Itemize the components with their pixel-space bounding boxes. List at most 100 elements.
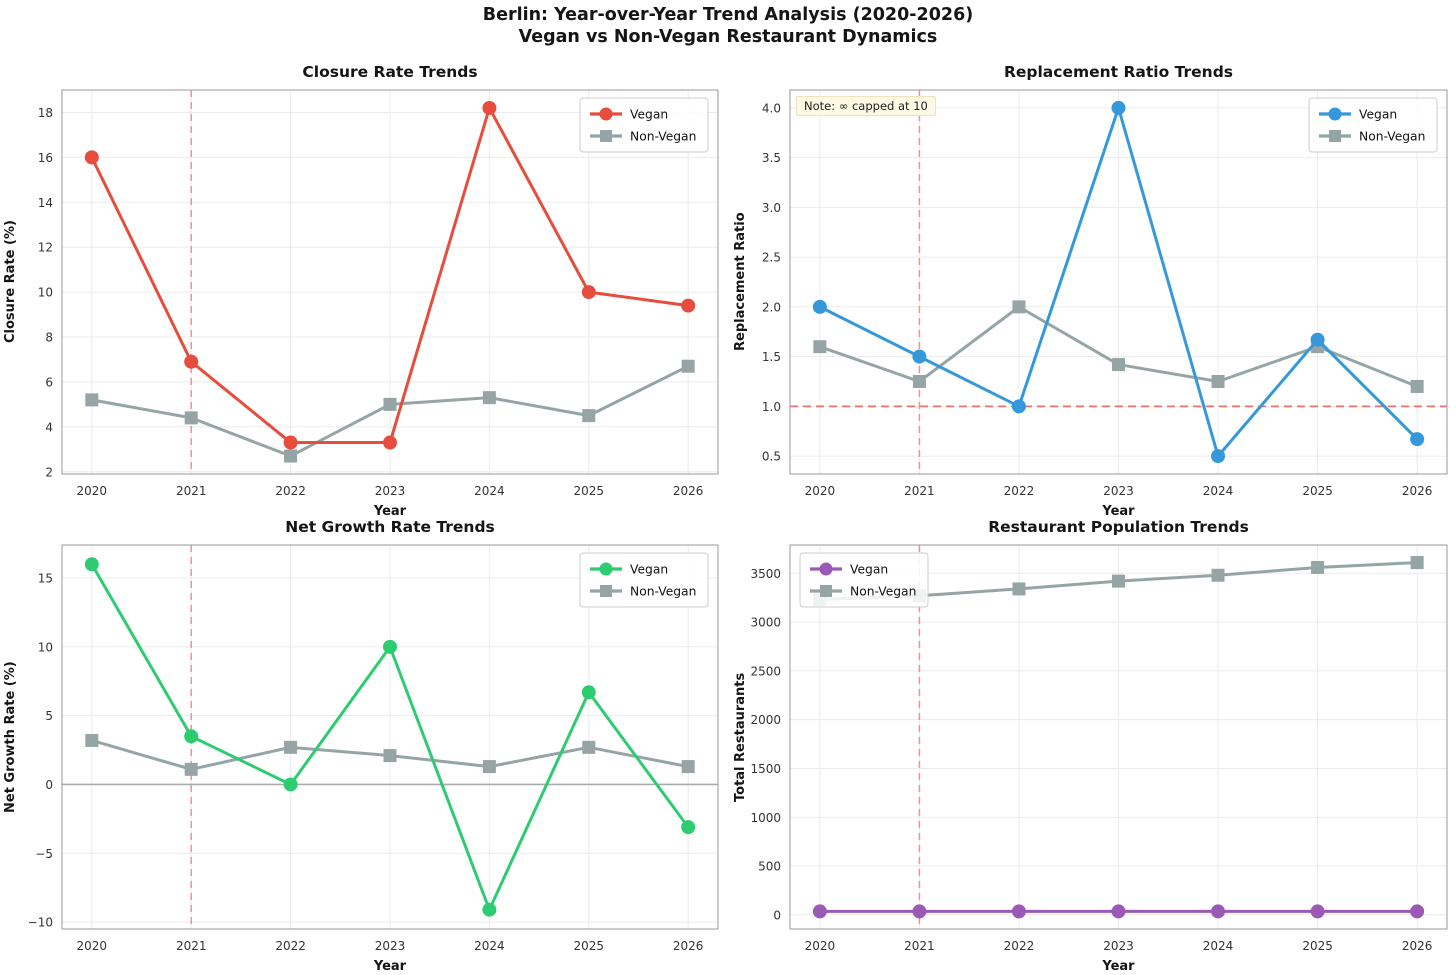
- data-point-marker: [184, 354, 199, 369]
- x-tick-label: 2023: [375, 484, 406, 498]
- legend-label: Non-Vegan: [630, 130, 696, 144]
- data-point-marker: [482, 100, 497, 115]
- y-tick-label: 2000: [750, 713, 781, 727]
- data-point-marker: [1211, 374, 1225, 388]
- x-tick-label: 2021: [176, 939, 207, 953]
- legend-label: Non-Vegan: [850, 585, 916, 599]
- x-tick-label: 2025: [574, 484, 605, 498]
- legend-label: Vegan: [630, 563, 668, 577]
- y-tick-label: 12: [38, 241, 53, 255]
- y-tick-label: 5: [45, 709, 53, 723]
- y-tick-label: 3500: [750, 567, 781, 581]
- data-point-marker: [1211, 449, 1226, 464]
- plot-border: [789, 89, 1448, 475]
- figure-title: Berlin: Year-over-Year Trend Analysis (2…: [0, 4, 1456, 48]
- legend-label: Vegan: [630, 108, 668, 122]
- legend-marker-square: [820, 585, 832, 597]
- data-point-marker: [582, 740, 596, 754]
- note-annotation: Note: ∞ capped at 10: [796, 96, 936, 116]
- x-tick-label: 2024: [1203, 939, 1234, 953]
- x-tick-label: 2022: [1004, 939, 1035, 953]
- data-point-marker: [85, 733, 99, 747]
- data-point-marker: [1011, 904, 1026, 919]
- x-tick-label: 2020: [77, 939, 108, 953]
- legend: Vegan Non-Vegan: [799, 552, 929, 608]
- legend-marker-square: [600, 130, 612, 142]
- data-point-marker: [681, 820, 696, 835]
- y-tick-label: 3000: [750, 616, 781, 630]
- data-point-marker: [383, 639, 397, 654]
- data-point-marker: [1112, 574, 1125, 588]
- data-point-marker: [1410, 556, 1424, 570]
- net-growth-chart: 2020 2021 2022 2023 2024 2025 2026 −10 −5 0 5 10 15 V…: [0, 513, 730, 975]
- data-point-marker: [283, 777, 298, 792]
- data-point-marker: [812, 904, 827, 919]
- legend-marker-circle: [1328, 107, 1342, 121]
- legend-marker-square: [600, 585, 612, 597]
- data-point-marker: [1211, 568, 1225, 582]
- data-point-marker: [912, 904, 927, 919]
- data-point-marker: [1112, 358, 1125, 372]
- closure-rate-plot: 2020 2021 2022 2023 2024 2025 2026 2 4 6 8 10 12 14 16…: [38, 89, 719, 498]
- data-point-marker: [383, 749, 397, 763]
- chart-title: Replacement Ratio Trends: [1003, 63, 1234, 81]
- x-tick-label: 2020: [77, 484, 108, 498]
- y-tick-label: 18: [38, 106, 53, 120]
- y-tick-label: 10: [38, 286, 53, 300]
- closure-rate-chart: 2020 2021 2022 2023 2024 2025 2026 2 4 6 8 10 12 14 16…: [0, 58, 730, 520]
- data-point-marker: [581, 285, 596, 300]
- y-tick-label: 2500: [750, 664, 781, 678]
- x-tick-label: 2023: [1103, 939, 1134, 953]
- x-tick-label: 2024: [1203, 484, 1234, 498]
- y-tick-label: 0: [773, 908, 781, 922]
- replacement-ratio-chart: 2020 2021 2022 2023 2024 2025 2026 0.5 1.0 1.5 2.0…: [730, 58, 1456, 520]
- data-point-marker: [1410, 432, 1425, 447]
- legend-marker-circle: [819, 562, 833, 576]
- x-tick-label: 2025: [1302, 484, 1333, 498]
- y-axis-label: Net Growth Rate (%): [3, 661, 18, 813]
- x-axis-label: Year: [1102, 504, 1135, 519]
- y-tick-label: 4: [45, 420, 53, 434]
- chart-title: Net Growth Rate Trends: [285, 518, 495, 536]
- data-point-marker: [582, 409, 596, 423]
- y-tick-label: 0.5: [762, 450, 781, 464]
- figure-title-line2: Vegan vs Non-Vegan Restaurant Dynamics: [518, 27, 938, 47]
- legend-box: [579, 552, 709, 608]
- data-point-marker: [1011, 399, 1026, 414]
- data-point-marker: [84, 150, 99, 165]
- y-axis-label: Closure Rate (%): [3, 220, 18, 344]
- x-tick-label: 2022: [1004, 484, 1035, 498]
- data-point-marker: [84, 557, 99, 572]
- legend-label: Non-Vegan: [1359, 130, 1425, 144]
- data-point-marker: [912, 349, 927, 364]
- y-tick-label: 8: [45, 331, 53, 345]
- data-point-marker: [1012, 300, 1026, 314]
- legend-box: [1308, 97, 1438, 153]
- y-tick-label: 6: [45, 375, 53, 389]
- y-tick-label: 4.0: [762, 101, 781, 115]
- legend-box: [579, 97, 709, 153]
- figure-title-line1: Berlin: Year-over-Year Trend Analysis (2…: [482, 5, 974, 25]
- plot-border: [61, 89, 719, 475]
- data-point-marker: [284, 449, 298, 463]
- y-axis-label: Replacement Ratio: [733, 212, 748, 352]
- data-point-marker: [383, 397, 397, 411]
- y-tick-label: 15: [38, 572, 53, 586]
- data-point-marker: [184, 762, 198, 776]
- y-tick-label: 1.0: [762, 400, 781, 414]
- y-tick-label: 16: [38, 151, 53, 165]
- data-point-marker: [482, 902, 497, 917]
- y-tick-label: 0: [45, 778, 53, 792]
- data-point-marker: [1310, 904, 1325, 919]
- data-point-marker: [681, 760, 695, 774]
- data-point-marker: [1211, 904, 1226, 919]
- data-point-marker: [184, 729, 199, 744]
- legend-marker-circle: [599, 107, 613, 121]
- plot-border: [789, 544, 1448, 930]
- data-point-marker: [681, 298, 696, 313]
- y-tick-label: 1000: [750, 811, 781, 825]
- x-tick-label: 2024: [474, 484, 505, 498]
- y-axis-label: Total Restaurants: [733, 672, 748, 802]
- y-tick-label: 1.5: [762, 350, 781, 364]
- x-tick-label: 2026: [673, 939, 704, 953]
